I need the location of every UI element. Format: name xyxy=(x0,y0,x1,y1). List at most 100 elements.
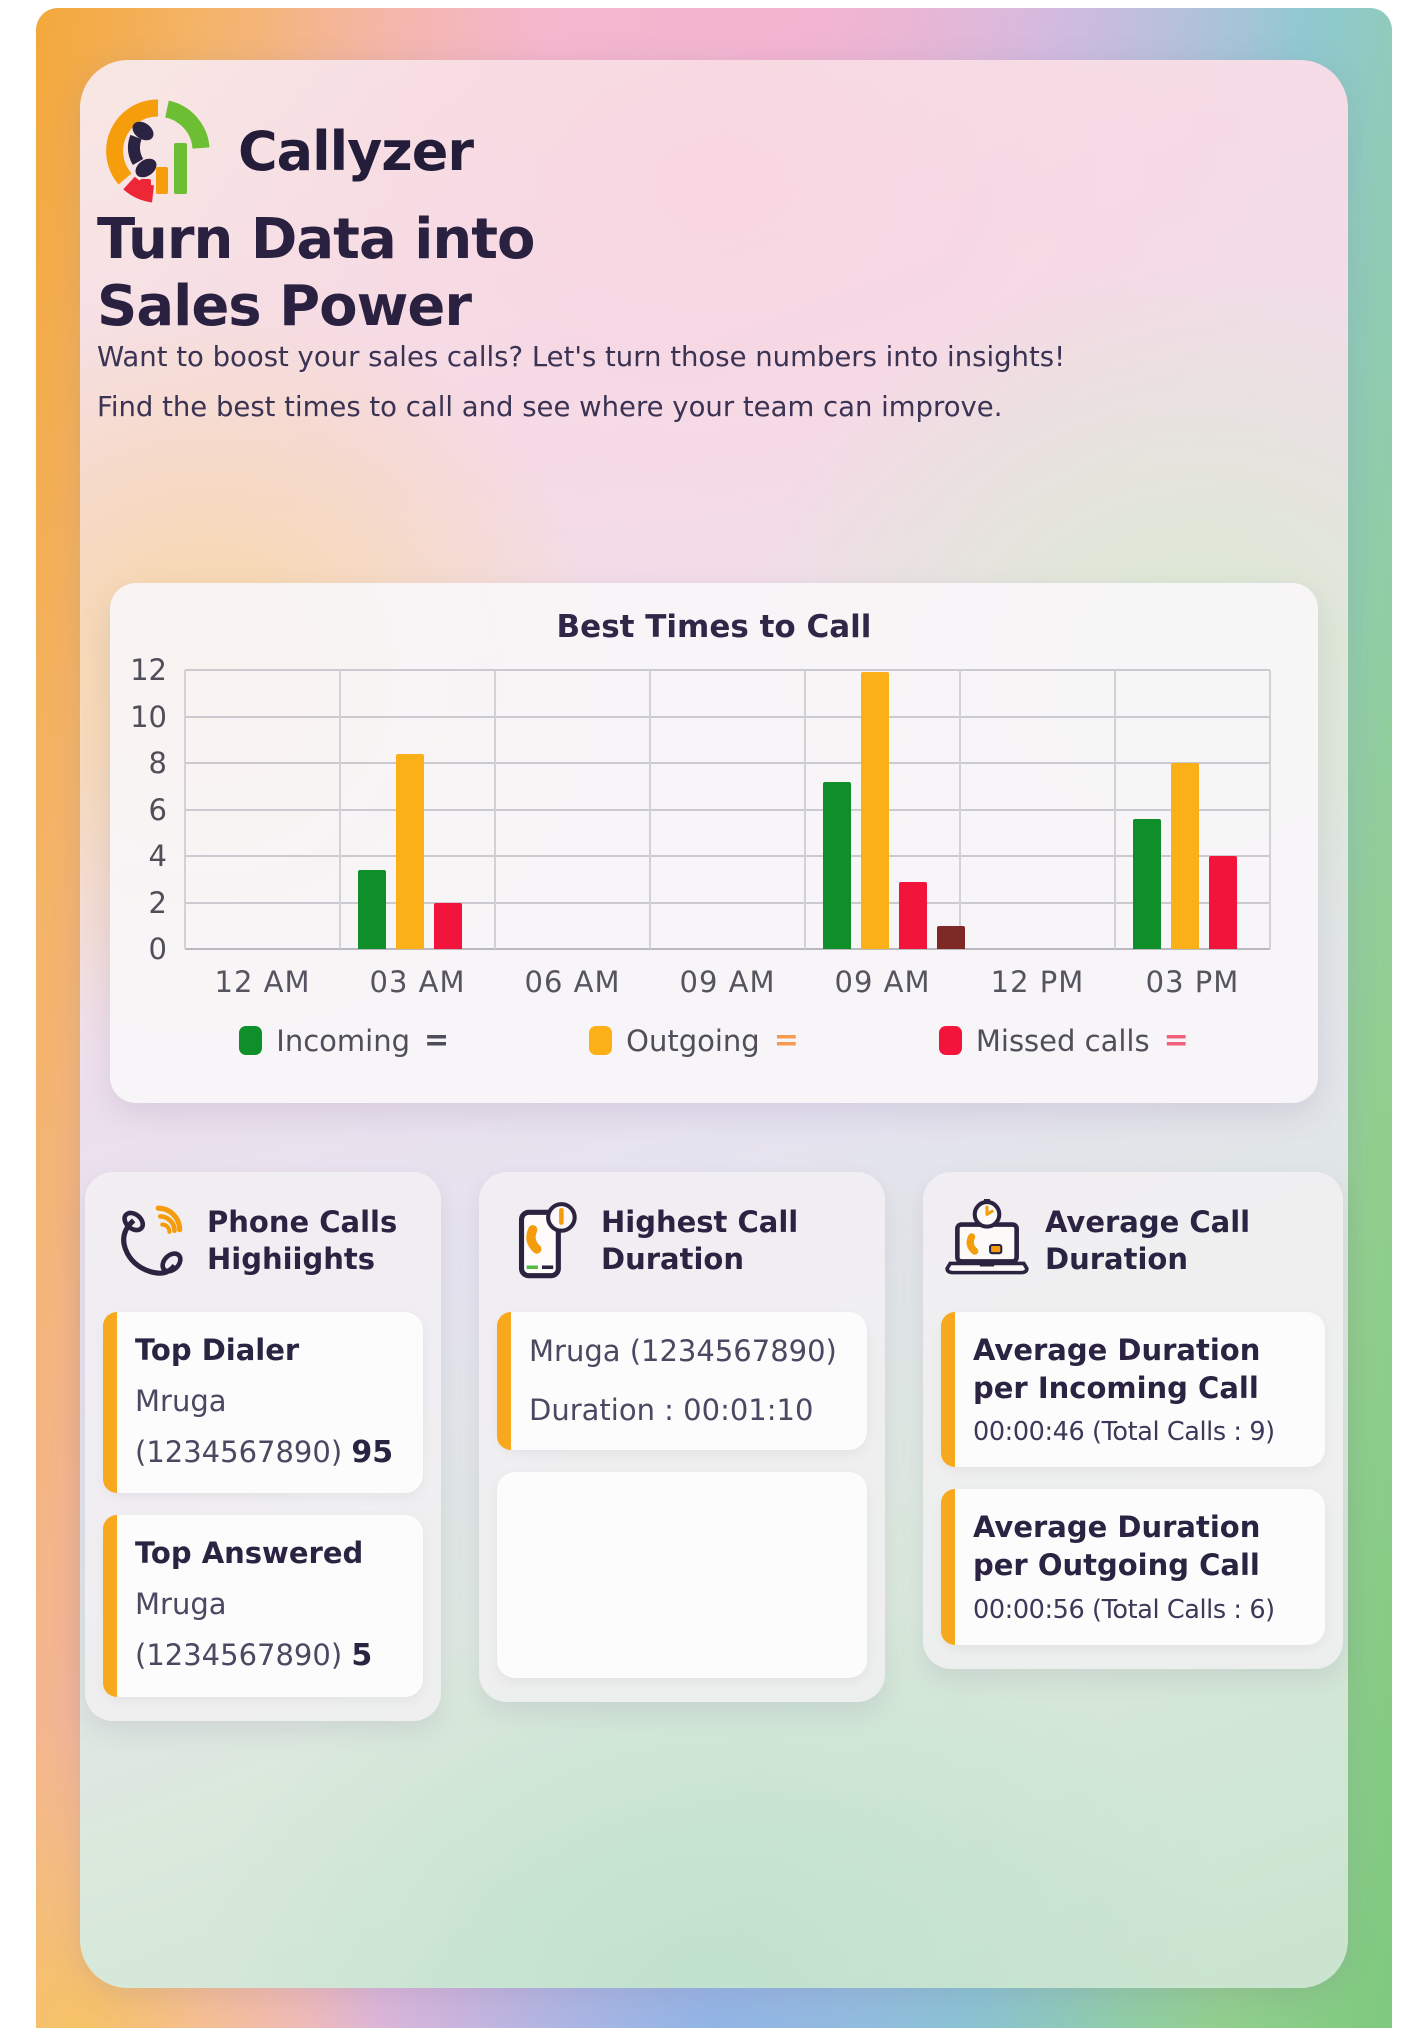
laptop-timer-icon xyxy=(945,1199,1029,1275)
x-axis-label: 12 AM xyxy=(214,965,311,999)
phone-ringing-icon xyxy=(121,1205,183,1276)
avg-incoming-heading: Average Duration per Incoming Call xyxy=(973,1333,1261,1405)
brand-name: Callyzer xyxy=(238,119,474,183)
legend-label: Outgoing xyxy=(626,1023,760,1058)
card-header: Average Call Duration xyxy=(941,1198,1325,1290)
gridline xyxy=(185,901,1270,904)
legend-label: Missed calls xyxy=(975,1023,1150,1058)
gridline xyxy=(1114,670,1116,949)
gradient-frame: Callyzer Turn Data into Sales Power Want… xyxy=(36,8,1392,2028)
top-dialer-name: Mruga xyxy=(135,1383,227,1418)
legend-item-outgoing: Outgoing = xyxy=(589,1023,799,1058)
card-title: Phone Calls Highiights xyxy=(207,1205,398,1277)
legend-label: Incoming xyxy=(276,1023,410,1058)
highest-duration-contact: Mruga (1234567890) xyxy=(529,1334,837,1368)
x-axis-label: 03 PM xyxy=(1145,965,1240,999)
top-answered-number: (1234567890) xyxy=(135,1638,343,1673)
card-header: Highest Call Duration xyxy=(497,1198,867,1290)
bar-missed-calls-09-am xyxy=(899,881,927,949)
page-title-line1: Turn Data into xyxy=(97,207,536,272)
x-axis-label: 03 AM xyxy=(369,965,466,999)
best-times-chart-card: Best Times to Call 0 2 4 6 8 10 12 12 AM 03 AM 06… xyxy=(110,583,1318,1103)
bar-incoming-03-am xyxy=(358,869,386,949)
y-axis-label: 8 xyxy=(148,746,167,780)
card-title: Highest Call Duration xyxy=(601,1205,799,1277)
x-axis-label: 12 PM xyxy=(990,965,1085,999)
gridline xyxy=(185,762,1270,764)
y-axis-label: 12 xyxy=(130,653,167,687)
page-title: Turn Data into Sales Power xyxy=(97,206,536,340)
content-panel: Callyzer Turn Data into Sales Power Want… xyxy=(80,60,1348,1988)
highest-call-duration-card: Highest Call Duration Mruga (1234567890)… xyxy=(479,1172,885,1703)
average-call-duration-card: Average Call Duration Average Duration p… xyxy=(923,1172,1343,1669)
top-answered-item: Top Answered Mruga (1234567890) 5 xyxy=(103,1515,423,1697)
top-dialer-item: Top Dialer Mruga (1234567890) 95 xyxy=(103,1312,423,1494)
page-subtitle-line2: Find the best times to call and see wher… xyxy=(97,391,1003,424)
x-axis-label: 09 AM xyxy=(679,965,776,999)
avg-outgoing-heading: Average Duration per Outgoing Call xyxy=(973,1510,1261,1583)
chart-plot: 0 2 4 6 8 10 12 12 AM 03 AM 06 AM 09 AM 09 AM 12 PM 0… xyxy=(130,653,1271,999)
top-dialer-count: 95 xyxy=(351,1434,394,1470)
smartphone-clock-icon xyxy=(518,1202,577,1279)
x-axis-label: 06 AM xyxy=(524,965,621,999)
y-axis-label: 0 xyxy=(148,932,167,966)
chart-legend: Incoming = Outgoing = Missed calls = xyxy=(110,1023,1318,1058)
bar-incoming-09-am xyxy=(823,781,851,949)
card-title: Average Call Duration xyxy=(1045,1205,1251,1277)
gridline xyxy=(185,715,1270,718)
legend-item-missed-calls: Missed calls = xyxy=(938,1023,1189,1058)
legend-equals-mark: = xyxy=(1163,1023,1189,1058)
missed-calls-swatch xyxy=(938,1026,962,1055)
top-answered-count: 5 xyxy=(351,1638,373,1674)
bar-outgoing-03-am xyxy=(396,753,424,949)
avg-incoming-item: Average Duration per Incoming Call 00:00… xyxy=(941,1312,1325,1468)
avg-outgoing-item: Average Duration per Outgoing Call 00:00… xyxy=(941,1489,1325,1646)
gridline xyxy=(185,948,1270,950)
phone-calls-highlights-card: Phone Calls Highiights Top Dialer Mruga … xyxy=(85,1172,441,1721)
legend-item-incoming: Incoming = xyxy=(239,1023,449,1058)
incoming-swatch xyxy=(239,1026,263,1055)
y-axis-label: 2 xyxy=(148,885,167,920)
avg-outgoing-value: 00:00:56 (Total Calls : 6) xyxy=(973,1594,1275,1625)
top-answered-heading: Top Answered xyxy=(135,1536,364,1571)
highest-duration-item: Mruga (1234567890) Duration : 00:01:10 xyxy=(497,1312,867,1451)
bar-outgoing-09-am xyxy=(861,672,889,949)
y-axis-label: 10 xyxy=(130,699,167,734)
page-subtitle-line1: Want to boost your sales calls? Let's tu… xyxy=(97,341,1066,373)
y-axis-label: 6 xyxy=(148,792,167,827)
highlight-cards-row: Phone Calls Highiights Top Dialer Mruga … xyxy=(85,1172,1343,1721)
gridline xyxy=(339,670,341,949)
top-dialer-heading: Top Dialer xyxy=(135,1333,300,1367)
bar-missed-calls-03-am xyxy=(434,902,462,949)
avg-incoming-value: 00:00:46 (Total Calls : 9) xyxy=(973,1417,1275,1448)
bar-incoming-03-pm xyxy=(1133,818,1161,949)
gridline xyxy=(494,670,496,949)
top-answered-number-row: (1234567890) 5 xyxy=(135,1636,407,1677)
y-axis-label: 4 xyxy=(148,839,167,873)
page-title-line2: Sales Power xyxy=(97,274,472,340)
gridline xyxy=(1269,670,1271,949)
gridline xyxy=(185,808,1270,811)
bar-missed-calls-03-pm xyxy=(1209,856,1237,949)
x-axis-label: 09 AM xyxy=(834,965,931,999)
gridline xyxy=(185,855,1270,857)
bar-missed-calls-dark-09-am xyxy=(937,925,965,949)
empty-item xyxy=(497,1472,867,1679)
legend-equals-mark: = xyxy=(424,1023,450,1058)
gridline xyxy=(185,669,1270,671)
page-subtitle: Want to boost your sales calls? Let's tu… xyxy=(97,332,1065,432)
highest-duration-value: Duration : 00:01:10 xyxy=(529,1393,814,1428)
top-dialer-number-row: (1234567890) 95 xyxy=(135,1433,407,1474)
callyzer-logo-icon xyxy=(106,99,210,203)
gridline xyxy=(649,670,651,949)
gridline xyxy=(959,670,961,949)
gridline xyxy=(804,670,806,949)
top-dialer-number: (1234567890) xyxy=(135,1434,343,1469)
gridline xyxy=(184,670,186,949)
bar-outgoing-03-pm xyxy=(1171,763,1199,949)
top-answered-name: Mruga xyxy=(135,1587,227,1622)
card-header: Phone Calls Highiights xyxy=(103,1198,423,1290)
brand-logo: Callyzer xyxy=(98,90,474,212)
chart-title: Best Times to Call xyxy=(556,609,872,645)
